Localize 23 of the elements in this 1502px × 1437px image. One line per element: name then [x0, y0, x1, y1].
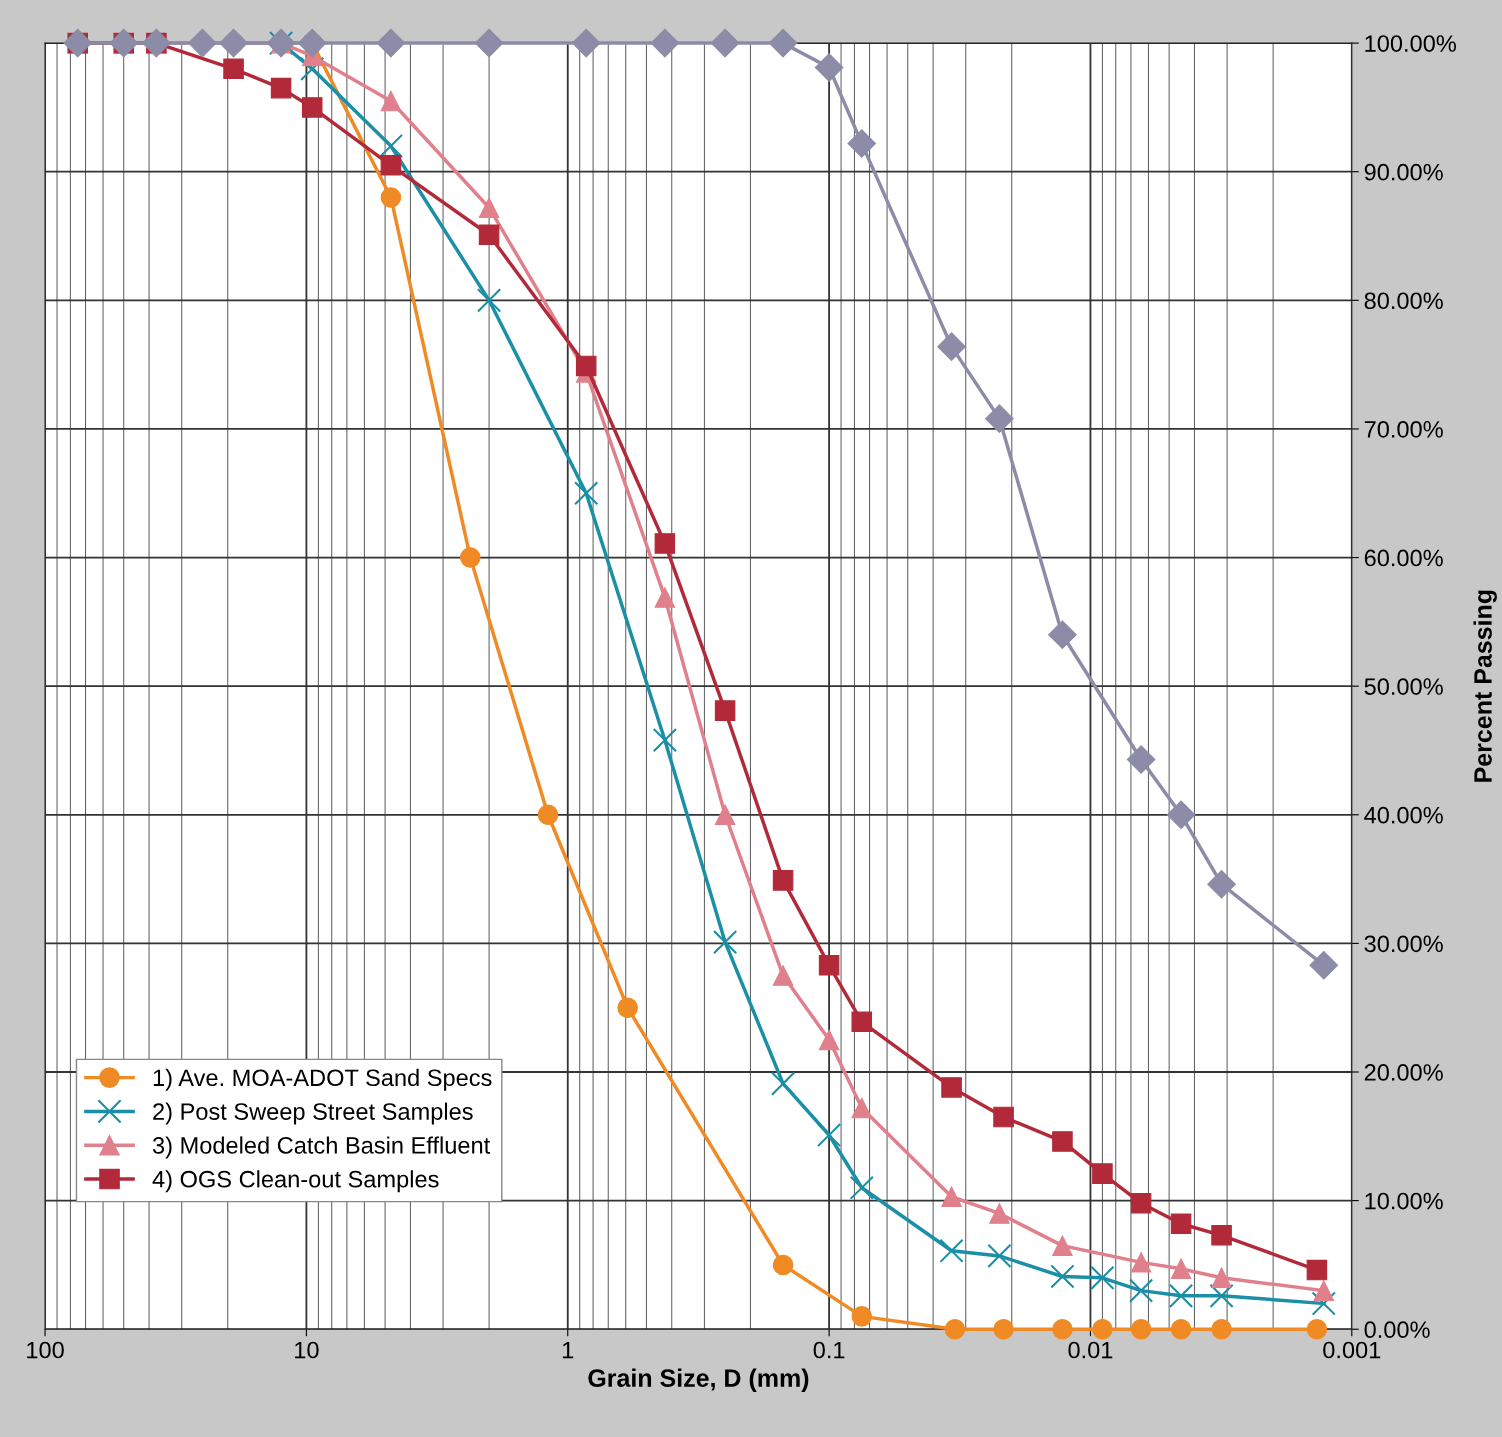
x-tick-label: 1: [562, 1341, 574, 1359]
legend-label: 3) Modeled Catch Basin Effluent: [152, 1136, 491, 1159]
legend-label: 1) Ave. MOA-ADOT Sand Specs: [153, 1068, 492, 1091]
y-tick-label: 90.00%: [1364, 163, 1443, 181]
y-tick-label: 10.00%: [1365, 1192, 1443, 1210]
y-tick-label: 30.00%: [1364, 935, 1443, 953]
y-tick-label: 20.00%: [1364, 1064, 1443, 1081]
x-axis-title: Grain Size, D (mm): [588, 1368, 809, 1392]
x-tick-label: 0.001: [1323, 1341, 1381, 1359]
legend-label: 4) OGS Clean-out Samples: [152, 1170, 439, 1193]
x-tick-label: 10: [295, 1341, 319, 1359]
y-tick-label: 80.00%: [1364, 292, 1443, 310]
x-tick-label: 0.1: [813, 1341, 845, 1359]
x-tick-label: 0.01: [1068, 1341, 1113, 1359]
legend-label: 2) Post Sweep Street Samples: [153, 1102, 473, 1125]
y-tick-label: 100.00%: [1365, 35, 1456, 52]
y-tick-label: 70.00%: [1364, 421, 1443, 438]
y-tick-label: 0.00%: [1364, 1321, 1430, 1339]
x-tick-label: 100: [27, 1341, 64, 1359]
y-tick-label: 50.00%: [1364, 678, 1443, 695]
y-axis-title: Percent Passing: [1473, 590, 1497, 782]
y-tick-label: 60.00%: [1364, 549, 1443, 567]
y-tick-label: 40.00%: [1364, 806, 1443, 824]
